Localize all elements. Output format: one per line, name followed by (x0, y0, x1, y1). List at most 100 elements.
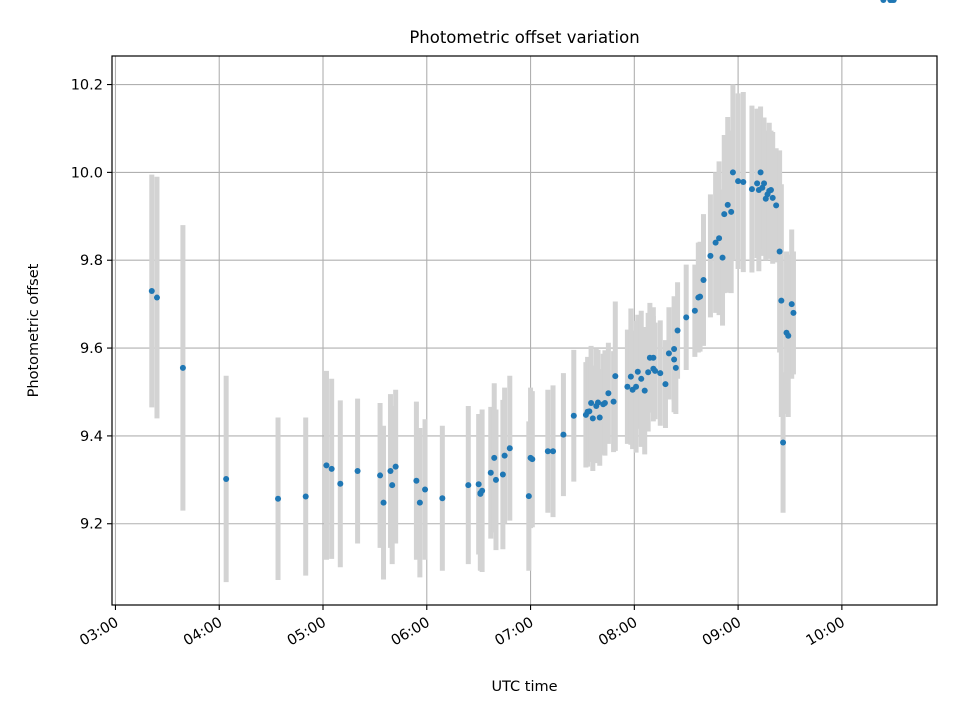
data-point (624, 383, 631, 390)
data-point (387, 468, 394, 475)
data-point (275, 495, 282, 502)
data-point (665, 350, 672, 357)
data-point (627, 373, 634, 380)
data-point (525, 493, 532, 500)
data-point (589, 415, 596, 422)
data-point (501, 452, 508, 459)
data-point (610, 398, 617, 405)
data-point (377, 472, 384, 479)
data-point (691, 307, 698, 314)
data-point (788, 301, 795, 308)
data-point (586, 408, 593, 415)
data-point (570, 412, 577, 419)
data-point (506, 445, 513, 452)
data-point (773, 202, 780, 209)
data-point (671, 356, 678, 363)
data-point (641, 387, 648, 394)
y-tick-label: 10.0 (71, 165, 103, 181)
data-point (645, 369, 652, 376)
data-point (148, 287, 155, 294)
data-point (179, 364, 186, 371)
data-point (595, 399, 602, 406)
data-point (716, 235, 723, 242)
data-point (672, 364, 679, 371)
data-point (392, 463, 399, 470)
data-point (657, 370, 664, 377)
data-point (380, 499, 387, 506)
data-point (728, 208, 735, 215)
data-point (740, 179, 747, 186)
data-point (475, 481, 482, 488)
data-point (491, 454, 498, 461)
data-point (487, 469, 494, 476)
data-point (652, 367, 659, 374)
data-point (634, 368, 641, 375)
data-point (638, 375, 645, 382)
data-point (721, 211, 728, 218)
y-tick-label: 9.8 (80, 253, 103, 269)
data-point (748, 186, 755, 193)
data-point (712, 239, 719, 246)
data-point (323, 462, 330, 469)
chart-title: Photometric offset variation (409, 28, 639, 47)
y-tick-label: 9.2 (80, 517, 103, 533)
data-point (780, 439, 787, 446)
data-point (416, 499, 423, 506)
data-point (785, 332, 792, 339)
data-point (769, 194, 776, 201)
data-point (790, 309, 797, 316)
data-point (544, 448, 551, 455)
data-point (439, 495, 446, 502)
data-point (465, 482, 472, 489)
data-point (529, 456, 536, 463)
x-axis-label: UTC time (491, 679, 557, 695)
data-point (880, 0, 887, 3)
data-point (413, 477, 420, 484)
data-point (697, 293, 704, 300)
data-point (153, 294, 160, 301)
data-point (767, 186, 774, 193)
data-point (337, 480, 344, 487)
data-point (328, 465, 335, 472)
data-point (650, 354, 657, 361)
data-point (776, 248, 783, 255)
data-point (671, 345, 678, 352)
data-point (479, 487, 486, 494)
data-point (700, 276, 707, 283)
data-point (223, 475, 230, 482)
data-point (890, 0, 897, 3)
data-point (724, 201, 731, 208)
y-tick-label: 9.4 (80, 429, 103, 445)
data-point (550, 448, 557, 455)
point-layer (148, 0, 897, 506)
y-tick-label: 10.2 (71, 78, 103, 94)
y-axis-label: Photometric offset (26, 263, 42, 397)
data-point (761, 180, 768, 187)
data-point (633, 383, 640, 390)
data-point (754, 180, 761, 187)
data-point (596, 414, 603, 421)
data-point (492, 476, 499, 483)
data-point (601, 399, 608, 406)
data-point (389, 482, 396, 489)
data-point (757, 169, 764, 176)
data-point (674, 327, 681, 334)
data-point (422, 486, 429, 493)
data-point (499, 471, 506, 478)
data-point (683, 314, 690, 321)
data-point (588, 399, 595, 406)
data-point (778, 297, 785, 304)
data-point (729, 169, 736, 176)
data-point (560, 431, 567, 438)
data-point (735, 178, 742, 185)
data-point (719, 254, 726, 261)
data-point (707, 252, 714, 259)
data-point (605, 390, 612, 397)
data-point (302, 493, 309, 500)
data-point (612, 373, 619, 380)
data-point (662, 381, 669, 388)
data-point (354, 468, 361, 475)
